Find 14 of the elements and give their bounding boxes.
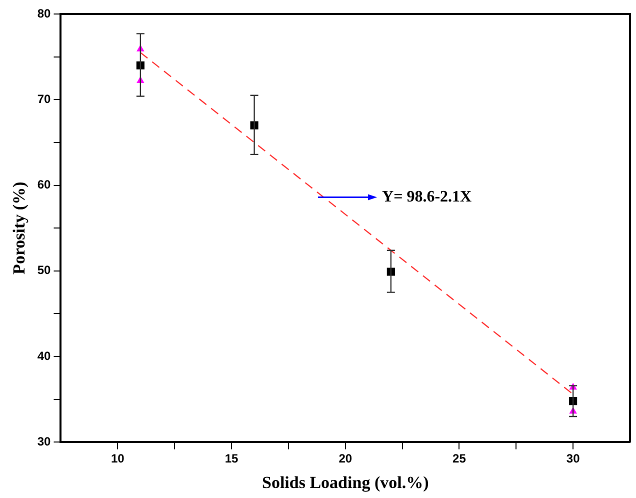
x-tick-label: 30 bbox=[566, 452, 580, 466]
y-tick-label: 40 bbox=[37, 348, 52, 363]
y-tick-label: 30 bbox=[37, 434, 52, 449]
y-tick-label: 80 bbox=[37, 6, 52, 20]
y-tick-label: 50 bbox=[37, 263, 52, 278]
x-tick-label: 15 bbox=[224, 452, 239, 466]
annotation: Y= 98.6-2.1X bbox=[382, 188, 472, 206]
y-tick-label: 70 bbox=[37, 92, 52, 106]
y-tick-label: 60 bbox=[37, 178, 52, 192]
x-tick-label: 20 bbox=[338, 452, 352, 466]
x-tick-label: 10 bbox=[110, 452, 125, 466]
y-axis-title: Porosity (%) bbox=[10, 182, 29, 274]
x-axis-title: Solids Loading (vol.%) bbox=[262, 473, 429, 492]
x-tick-label: 25 bbox=[452, 452, 466, 466]
